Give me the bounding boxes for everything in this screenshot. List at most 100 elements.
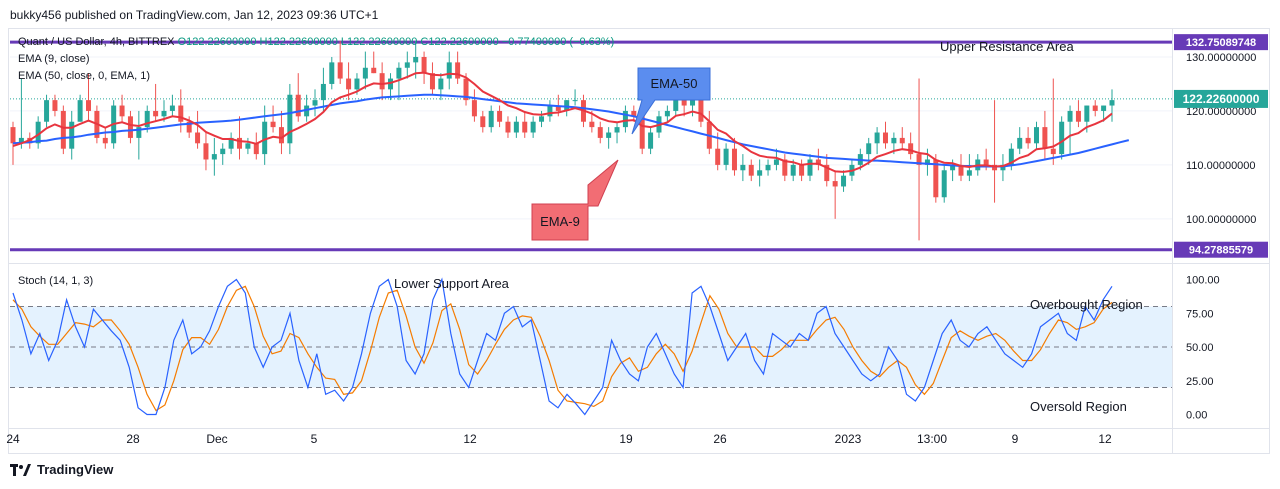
ema9-line: [12, 71, 1113, 173]
candle-body: [262, 121, 268, 155]
candle-body: [18, 137, 24, 144]
ema50-callout-box: [631, 67, 711, 135]
time-tick-label: 26: [713, 432, 727, 446]
candle-body: [178, 105, 184, 122]
candle-body: [1033, 127, 1039, 144]
ema50-legend[interactable]: EMA (50, close, 0, EMA, 1): [18, 70, 151, 82]
candle-body: [639, 116, 645, 149]
oversold-label: Oversold Region: [1030, 399, 1127, 414]
stoch-k-line: [12, 277, 1113, 416]
candle-body: [354, 78, 360, 90]
candle-body: [1050, 148, 1056, 155]
resistance-price-label: 132.75089748: [1186, 37, 1256, 49]
candle-body: [866, 143, 872, 155]
candle-body: [169, 105, 175, 111]
candle-body: [413, 56, 419, 63]
candle-body: [488, 110, 494, 128]
candle-body: [480, 116, 486, 128]
candle-body: [497, 110, 503, 122]
candle-body: [1000, 164, 1006, 171]
price-tick-label: 110.00000000: [1186, 160, 1256, 172]
candle-body: [757, 170, 763, 176]
candle-body: [153, 110, 159, 117]
candle-body: [908, 143, 914, 155]
candle-body: [1059, 121, 1065, 155]
candle-body: [698, 100, 704, 122]
candle-body: [203, 143, 209, 160]
candle-body: [77, 100, 83, 122]
candle-body: [824, 164, 830, 182]
chart-frame: [8, 28, 1270, 454]
candle-body: [983, 159, 989, 165]
candle-body: [505, 121, 511, 133]
candle-body: [530, 121, 536, 133]
candle-body: [740, 164, 746, 171]
candle-body: [245, 143, 251, 149]
candle-body: [539, 116, 545, 122]
candle-body: [69, 121, 75, 149]
candle-body: [304, 105, 310, 117]
stoch-tick-label: 0.00: [1186, 410, 1207, 422]
candle-body: [295, 94, 301, 117]
tradingview-logo-icon: [10, 463, 31, 476]
candle-body: [320, 83, 326, 101]
symbol-title: Quant / US Dollar, 4h, BITTREX: [18, 36, 175, 48]
candle-body: [312, 100, 318, 106]
price-tick-label: 100.00000000: [1186, 214, 1256, 226]
candle-body: [127, 116, 133, 138]
candle-body: [35, 121, 41, 144]
candle-body: [144, 110, 150, 128]
publish-info: bukky456 published on TradingView.com, J…: [10, 8, 379, 22]
time-tick-label: 19: [619, 432, 633, 446]
candle-body: [287, 94, 293, 144]
candle-body: [631, 110, 637, 117]
time-tick-label: 24: [6, 432, 20, 446]
candle-body: [438, 78, 444, 90]
candle-body: [471, 100, 477, 117]
candle-body: [589, 121, 595, 128]
candle-body: [237, 137, 243, 149]
candle-body: [723, 148, 729, 165]
candle-body: [950, 164, 956, 171]
candle-body: [195, 132, 201, 144]
candle-body: [648, 132, 654, 149]
resistance-price-tag: [1174, 34, 1268, 51]
candle-body: [916, 154, 922, 165]
candle-body: [1025, 137, 1031, 144]
time-tick-label: 13:00: [917, 432, 947, 446]
last-price-label: 122.22600000: [1183, 92, 1260, 106]
candle-body: [966, 170, 972, 176]
time-tick-label: 5: [311, 432, 318, 446]
candle-body: [606, 132, 612, 138]
candle-body: [799, 164, 805, 176]
stoch-tick-label: 100.00: [1186, 275, 1220, 287]
candle-body: [60, 110, 66, 149]
candle-body: [388, 78, 394, 90]
ema9-callout-box: [531, 159, 619, 241]
candle-body: [992, 164, 998, 171]
ema50-line: [12, 93, 1130, 168]
candle-body: [1042, 127, 1048, 149]
stoch-legend[interactable]: Stoch (14, 1, 3): [18, 275, 94, 287]
time-tick-label: Dec: [206, 432, 227, 446]
support-price-tag: [1174, 241, 1268, 258]
symbol-legend[interactable]: Quant / US Dollar, 4h, BITTREX O122.2260…: [18, 36, 614, 48]
candle-body: [924, 159, 930, 165]
candle-body: [371, 67, 377, 74]
time-tick-label: 2023: [835, 432, 862, 446]
candle-body: [622, 110, 628, 128]
candle-body: [337, 62, 343, 79]
candle-body: [958, 164, 964, 176]
candle-body: [748, 164, 754, 176]
candle-body: [690, 100, 696, 106]
ema9-legend[interactable]: EMA (9, close): [18, 53, 90, 65]
candle-body: [1092, 105, 1098, 111]
candle-body: [1008, 148, 1014, 165]
tradingview-footer[interactable]: TradingView: [10, 462, 113, 477]
upper-resistance-label: Upper Resistance Area: [940, 39, 1074, 54]
candle-body: [136, 127, 142, 138]
candle-body: [463, 78, 469, 101]
candle-body: [1075, 110, 1081, 122]
candle-body: [421, 56, 427, 74]
